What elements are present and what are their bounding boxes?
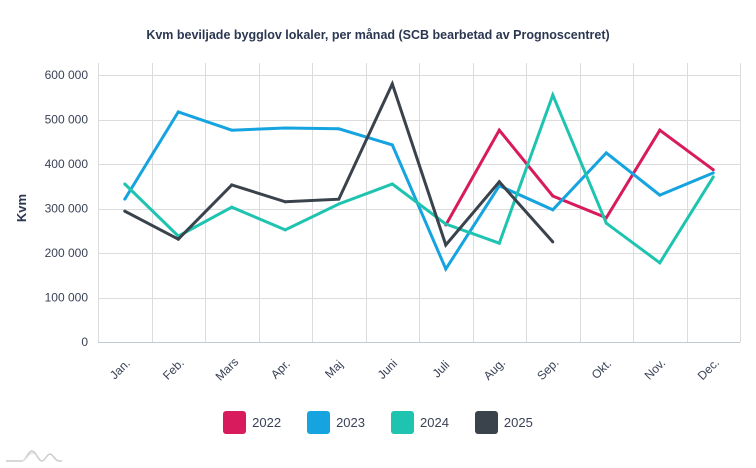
data-point-2024[interactable] — [283, 228, 287, 232]
data-point-2024[interactable] — [337, 202, 341, 206]
data-point-2025[interactable] — [176, 237, 180, 241]
data-point-2023[interactable] — [711, 171, 715, 175]
data-point-2024[interactable] — [658, 261, 662, 265]
data-point-2023[interactable] — [230, 128, 234, 132]
legend-item-2025[interactable]: 2025 — [474, 411, 533, 434]
data-point-2023[interactable] — [390, 143, 394, 147]
x-tick-label: Apr. — [268, 357, 293, 382]
y-tick-label: 100 000 — [45, 291, 89, 305]
data-point-2025[interactable] — [497, 180, 501, 184]
x-tick-label: Nov. — [642, 356, 669, 383]
y-tick-label: 300 000 — [45, 202, 89, 216]
x-tick-label: Okt. — [589, 356, 614, 381]
y-tick-label: 500 000 — [45, 113, 89, 127]
legend-swatch — [223, 411, 247, 434]
mountain-logo-icon — [6, 450, 62, 462]
data-point-2022[interactable] — [497, 128, 501, 132]
data-point-2025[interactable] — [123, 209, 127, 213]
data-point-2022[interactable] — [551, 194, 555, 198]
y-tick-label: 400 000 — [45, 157, 89, 171]
legend-label: 2025 — [503, 415, 533, 430]
data-point-2024[interactable] — [390, 182, 394, 186]
data-point-2025[interactable] — [283, 200, 287, 204]
data-point-2023[interactable] — [658, 193, 662, 197]
legend-item-2022[interactable]: 2022 — [223, 411, 281, 434]
data-point-2024[interactable] — [711, 175, 715, 179]
data-point-2024[interactable] — [604, 221, 608, 225]
data-point-2022[interactable] — [658, 128, 662, 132]
legend-label: 2023 — [336, 415, 365, 430]
series-line-2024[interactable] — [123, 90, 715, 265]
series-line-2023[interactable] — [123, 110, 714, 273]
data-point-2023[interactable] — [283, 126, 287, 130]
legend-swatch — [391, 411, 414, 434]
data-point-2023[interactable] — [176, 110, 180, 114]
y-axis-ticks: 0 100 000 200 000 300 000 400 000 500 000 600 … — [45, 68, 89, 349]
data-point-2025[interactable] — [390, 82, 394, 86]
legend-label: 2022 — [252, 415, 282, 430]
data-point-2023[interactable] — [123, 197, 127, 201]
x-tick-label: Juni — [375, 356, 400, 381]
series-line-2022[interactable] — [444, 127, 715, 226]
chart-title: Kvm beviljade bygglov lokaler, per månad… — [146, 28, 610, 42]
data-point-2025[interactable] — [230, 183, 234, 187]
x-tick-label: Sep. — [534, 355, 561, 382]
x-tick-label: Maj — [322, 357, 346, 381]
data-point-2024[interactable] — [444, 222, 448, 226]
legend-item-2023[interactable]: 2023 — [307, 411, 365, 434]
data-point-2023[interactable] — [551, 208, 555, 212]
x-tick-label: Mars — [213, 355, 242, 384]
data-point-2023[interactable] — [337, 127, 341, 131]
y-axis-label: Kvm — [14, 194, 29, 222]
data-point-2024[interactable] — [551, 93, 555, 97]
y-tick-label: 200 000 — [45, 246, 89, 260]
data-point-2024[interactable] — [497, 241, 501, 245]
y-tick-label: 600 000 — [45, 68, 89, 82]
x-tick-label: Feb. — [160, 356, 187, 383]
series-lines — [123, 79, 715, 273]
data-point-2023[interactable] — [604, 151, 608, 155]
x-tick-label: Jan. — [107, 356, 133, 382]
legend-item-2024[interactable]: 2024 — [391, 411, 449, 434]
legend-label: 2024 — [420, 415, 449, 430]
x-tick-label: Dec. — [695, 355, 722, 382]
x-tick-label: Juli — [430, 358, 453, 381]
data-point-2022[interactable] — [711, 168, 715, 172]
legend-swatch — [474, 411, 498, 434]
legend-swatch — [307, 411, 331, 434]
data-point-2025[interactable] — [551, 240, 555, 244]
data-point-2025[interactable] — [444, 243, 448, 247]
data-point-2023[interactable] — [444, 267, 448, 271]
legend: 2022 2023 2024 2025 — [0, 411, 756, 434]
data-point-2024[interactable] — [230, 205, 234, 209]
data-point-2024[interactable] — [123, 182, 127, 186]
data-point-2025[interactable] — [337, 197, 341, 201]
x-axis-ticks: Jan. Feb. Mars Apr. Maj Juni Juli Aug. Sep. Okt. N… — [107, 355, 722, 384]
x-tick-label: Aug. — [481, 355, 508, 382]
y-tick-label: 0 — [81, 335, 88, 349]
